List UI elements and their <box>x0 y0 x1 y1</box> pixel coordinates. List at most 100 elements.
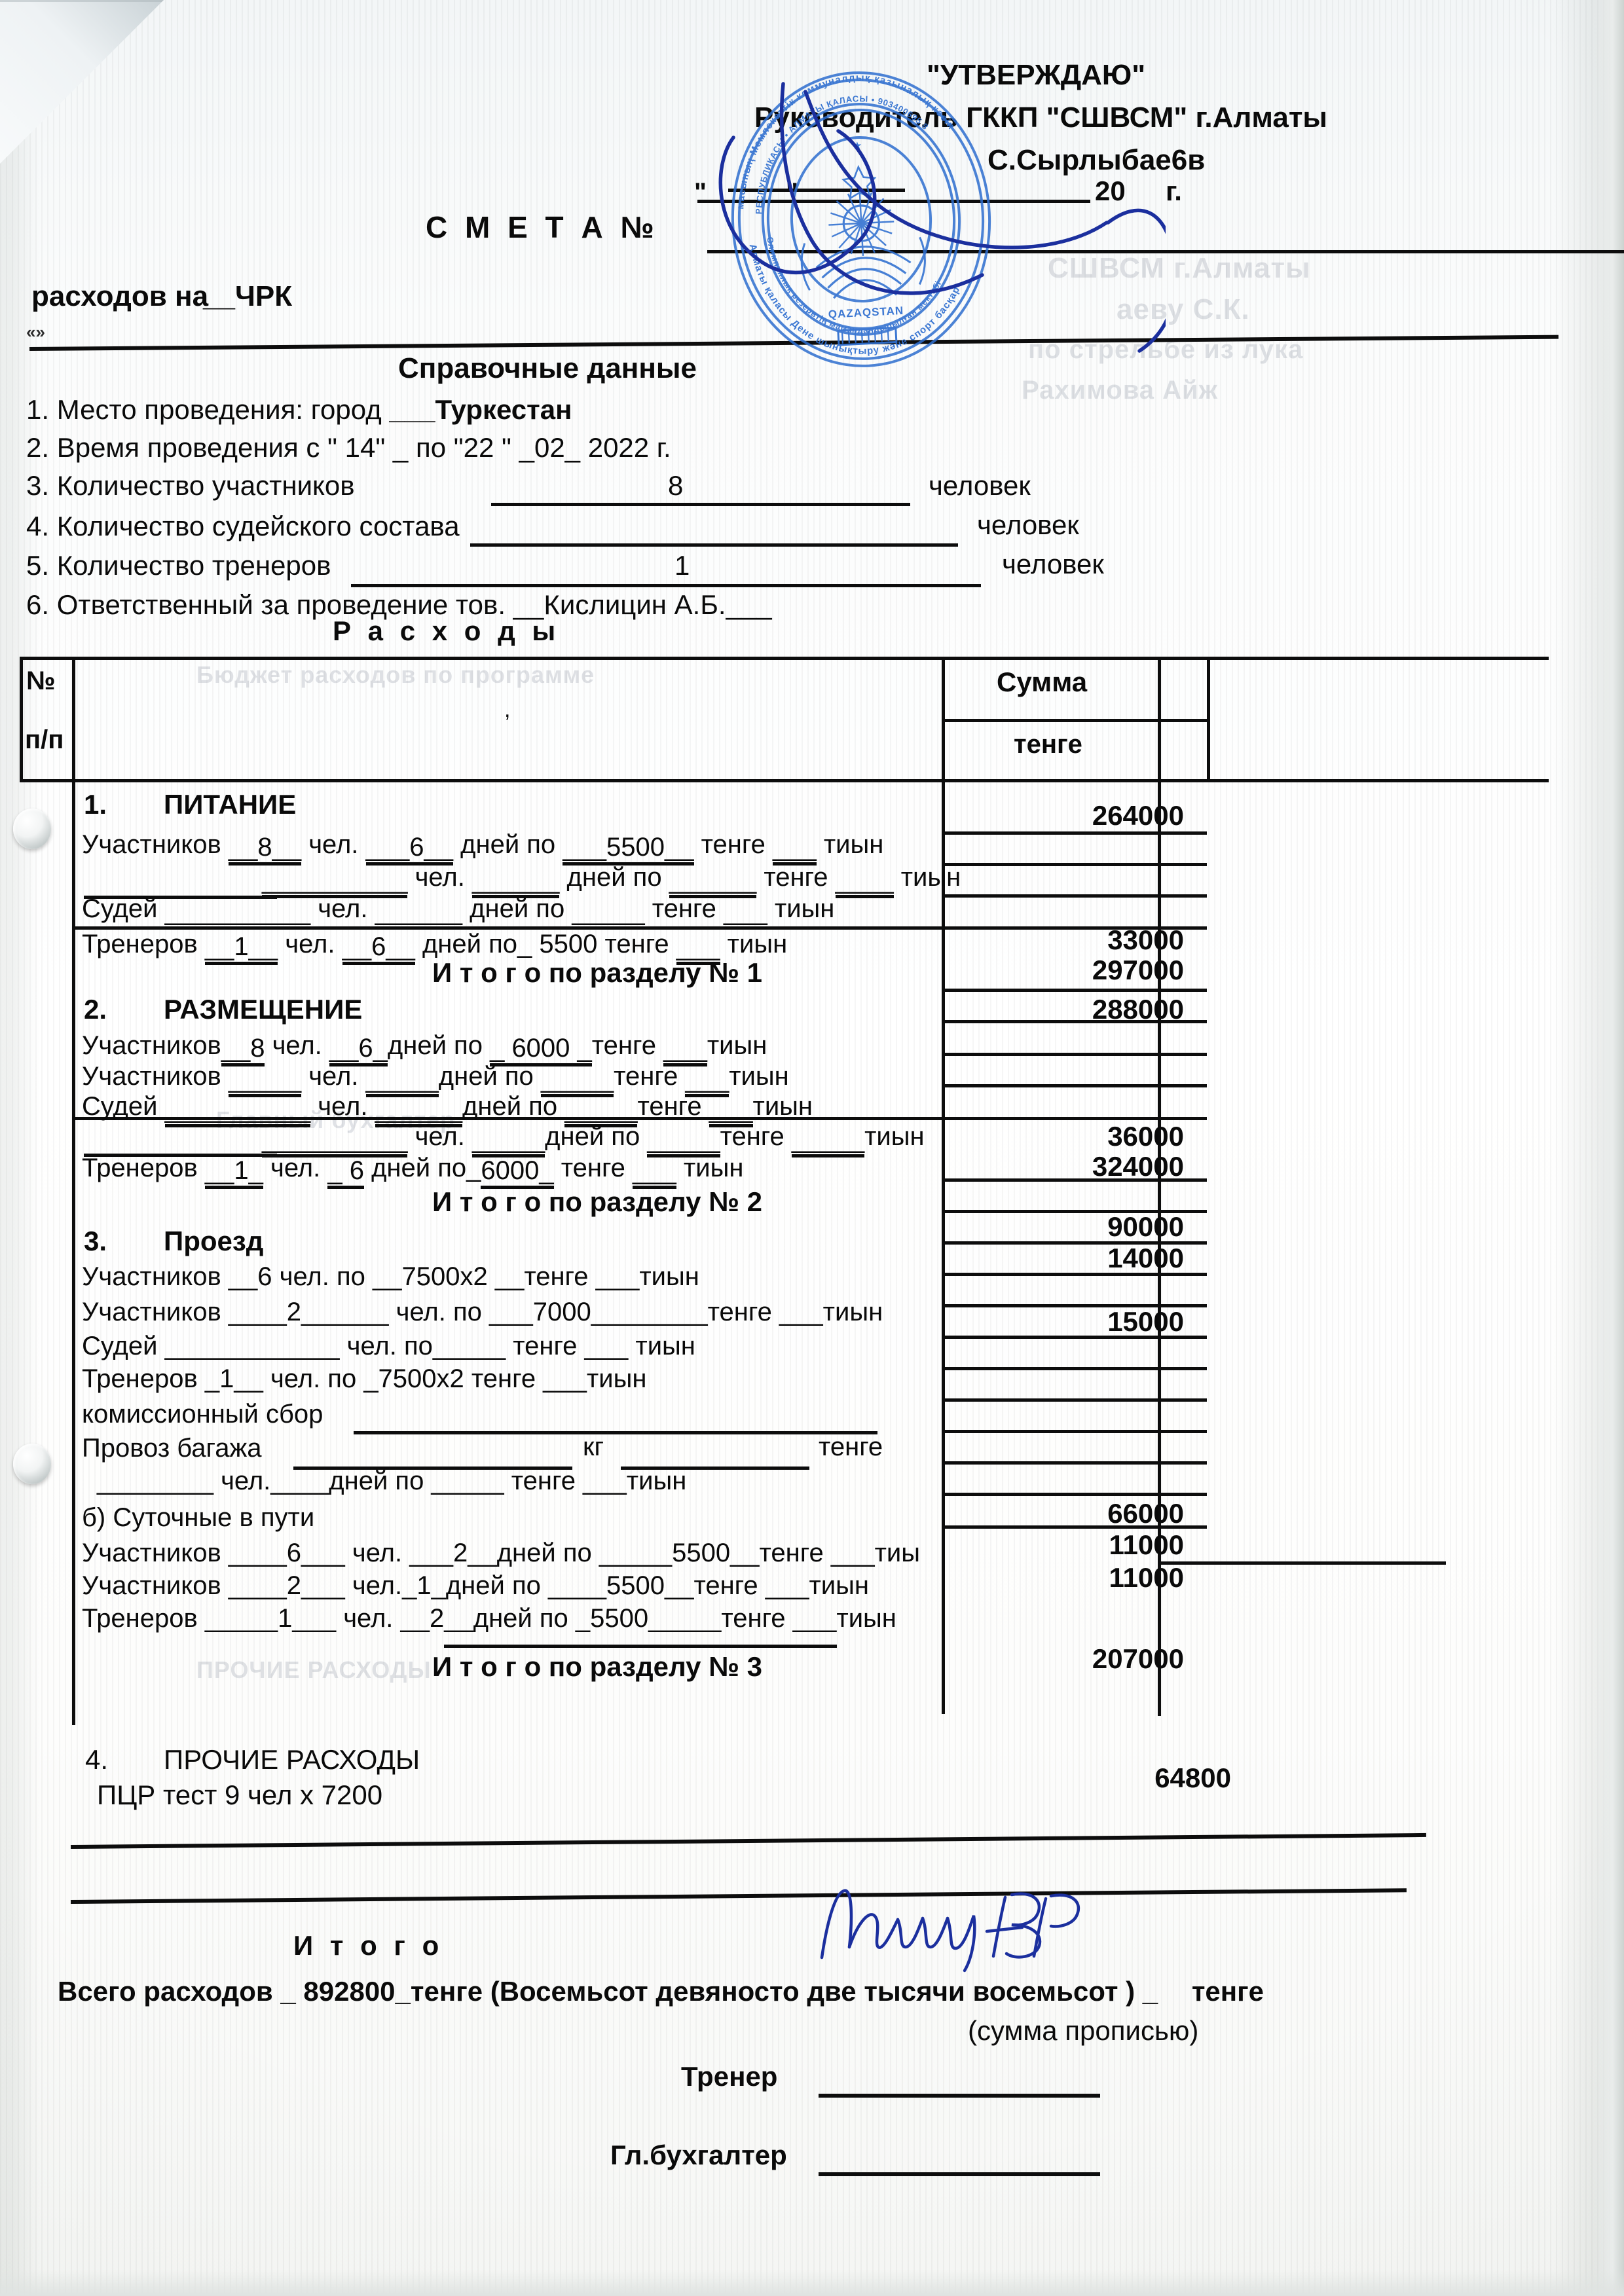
ref-item-4-no: 4. <box>26 511 50 541</box>
row-sep-13 <box>942 1273 1207 1276</box>
section3-title: Проезд <box>164 1226 264 1256</box>
s2-l3-people: __________ <box>164 1095 311 1127</box>
s1-l3-rate: _____ <box>572 897 645 930</box>
s2-l3-u3: тенге <box>637 1092 702 1121</box>
hole-punch-upper <box>13 809 51 849</box>
row-sep-3 <box>942 894 1207 898</box>
s2-l4-tiyn: _____ <box>791 1125 865 1157</box>
s1-l3-u1: чел. <box>318 894 368 923</box>
ref-item-1-label: Место проведения: город <box>56 394 382 425</box>
ref-item-5-line <box>351 584 981 587</box>
section3-daily-amount-3: 11000 <box>1109 1562 1184 1593</box>
s1-l4-rate: 5500 <box>539 930 605 958</box>
reference-title: Справочные данные <box>398 352 697 384</box>
s2-l5-rate: 6000_ <box>481 1156 554 1189</box>
ref-item-1-no: 1. <box>26 394 50 425</box>
table-top-border <box>20 657 1549 660</box>
s2-l5-u2: дней по_ <box>371 1154 481 1182</box>
s2-l4-u1: чел. <box>415 1122 465 1151</box>
section3-subtitle-b: б) Суточные в пути <box>82 1503 315 1532</box>
footer-total-words: (Восемьсот девяносто две тысячи восемьсо… <box>490 1976 1158 2007</box>
section1-line-1: Участников __8__ чел. ___6__ дней по ___… <box>82 830 883 866</box>
s1-l1-tiyn: ___ <box>772 833 817 866</box>
s2-l5-u4: тиын <box>683 1154 744 1182</box>
section2-no: 2. <box>84 994 107 1025</box>
s1-l3-people: __________ <box>164 897 311 930</box>
s2-l2-days: _____ <box>365 1065 439 1097</box>
section3-daily-line-3: Тренеров _____1___ чел. __2__дней по _55… <box>82 1604 896 1633</box>
s2-l3-label: Судей <box>82 1092 158 1121</box>
section4-line: ПЦР тест 9 чел х 7200 <box>97 1779 383 1810</box>
s1-l2-u3: тенге <box>764 863 828 892</box>
trainer-signature-line <box>819 2094 1100 2098</box>
col-no-line2: п/п <box>25 725 64 754</box>
row-sep-14 <box>942 1304 1207 1307</box>
s2-l4-people: __________ <box>262 1125 408 1157</box>
footer-total-unit: _тенге <box>395 1976 483 2007</box>
row-sep-8 <box>942 1084 1207 1087</box>
s2-l2-tiyn: ___ <box>685 1065 729 1097</box>
footer-rule-1 <box>70 1832 1426 1849</box>
trainer-signature <box>820 1889 1080 1973</box>
s2-l5-u1: чел. <box>270 1154 321 1182</box>
row-sep-6 <box>942 1020 1207 1023</box>
section3-commission-rule <box>354 1431 877 1434</box>
s1-l4-tiyn: ___ <box>676 932 720 965</box>
s2-l4-u3: тенге <box>720 1122 784 1151</box>
s1-l1-u2: дней по <box>460 830 556 859</box>
section2-amount-1: 288000 <box>1092 994 1184 1025</box>
col-sum-line1: Сумма <box>997 666 1088 697</box>
s2-l5-u3: тенге <box>561 1154 625 1182</box>
s1-l3-u2: дней по <box>470 894 565 923</box>
ref-item-4-label: 4. Количество судейского состава <box>26 511 460 542</box>
section2-total-amount: 324000 <box>1092 1151 1184 1182</box>
s2-l2-u1: чел. <box>308 1062 359 1091</box>
section3-total-label: И т о г о по разделу № 3 <box>432 1651 763 1682</box>
ref-item-1: 1. Место проведения: город ___Туркестан <box>26 394 572 426</box>
ref-item-3-unit: человек <box>929 470 1031 501</box>
section1-total-label: И т о г о по разделу № 1 <box>432 957 763 988</box>
s1-l3-days: ______ <box>375 897 463 930</box>
paper-bottom-edge-shadow <box>0 2270 1624 2296</box>
s2-l2-label: Участников <box>82 1062 221 1091</box>
ref-item-6-text: Ответственный за проведение тов. <box>56 589 506 620</box>
s2-l5-people: __1_ <box>204 1156 263 1189</box>
ref-item-2-label: Время проведения с " 14" _ по "22 " _02_… <box>56 432 671 463</box>
section3-line-1: Участников __6 чел. по __7500х2 __тенге … <box>82 1262 699 1291</box>
row-sep-21 <box>942 1525 1207 1529</box>
row-sep-15 <box>942 1336 1207 1339</box>
ref-item-3-text: Количество участников <box>56 470 355 501</box>
table-col-sum-right <box>1158 657 1161 1716</box>
section2-line-5: Тренеров __1_ чел. _ 6 дней по_6000_ тен… <box>82 1154 743 1189</box>
row-sep-10 <box>942 1178 1207 1182</box>
seal-ornament <box>837 326 898 346</box>
section4-no: 4. <box>85 1744 109 1775</box>
ref-item-5-text: Количество тренеров <box>56 550 331 581</box>
director-signature <box>718 82 1166 353</box>
ref-item-6: 6. Ответственный за проведение тов. __Ки… <box>26 589 772 621</box>
s2-l1-u2: дней по <box>387 1031 483 1060</box>
s2-l5-days: _ 6 <box>327 1156 364 1189</box>
trainer-label: Тренер <box>681 2061 778 2092</box>
s1-l1-label: Участников <box>82 830 221 859</box>
s1-l1-rate: ___5500__ <box>563 833 694 866</box>
s1-l1-people: __8__ <box>228 833 302 866</box>
section3-daily-amount-2: 11000 <box>1109 1529 1184 1560</box>
footer-rule-2 <box>70 1888 1407 1904</box>
section1-title: ПИТАНИЕ <box>164 789 297 820</box>
ref-item-5-label: 5. Количество тренеров <box>26 550 331 581</box>
section1-amount-4: 33000 <box>1107 924 1184 955</box>
ref-item-2-no: 2. <box>26 432 50 463</box>
s1-l1-u3: тенге <box>701 830 766 859</box>
s2-l4-days: _____ <box>471 1125 545 1157</box>
ref-item-6-no: 6. <box>26 589 50 620</box>
section3-daily-amount-1: 66000 <box>1107 1498 1184 1529</box>
section2-title: РАЗМЕЩЕНИЕ <box>164 994 363 1025</box>
section3-line-3: Судей ____________ чел. по_____ тенге __… <box>82 1332 695 1360</box>
section2-line-3: Судей __________ чел. ______дней по ____… <box>82 1092 813 1127</box>
s2-l2-u2: дней по <box>438 1062 534 1091</box>
ref-item-4-text: Количество судейского состава <box>56 511 460 541</box>
s1-l4-people: __1__ <box>204 932 278 965</box>
ref-item-3-value: 8 <box>668 470 684 501</box>
